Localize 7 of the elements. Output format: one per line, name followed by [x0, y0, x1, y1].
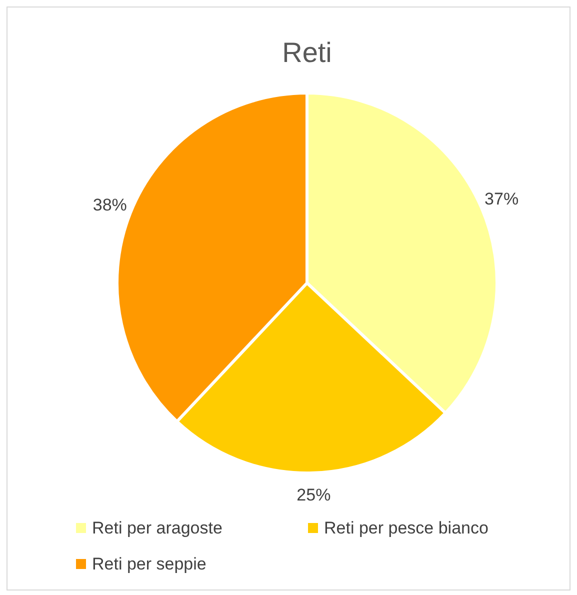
legend-label: Reti per pesce bianco [324, 518, 488, 538]
chart-title: Reti [282, 37, 332, 68]
data-label: 25% [296, 485, 331, 504]
data-label: 37% [484, 189, 519, 208]
legend-label: Reti per seppie [92, 554, 206, 574]
data-label: 38% [92, 195, 127, 214]
legend-label: Reti per aragoste [92, 518, 222, 538]
